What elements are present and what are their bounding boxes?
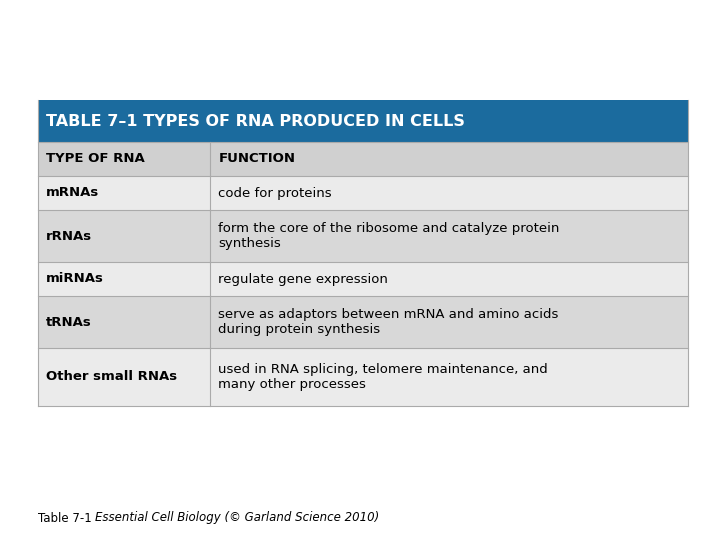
Bar bbox=[38, 348, 688, 406]
Bar bbox=[38, 262, 688, 296]
Text: mRNAs: mRNAs bbox=[46, 186, 99, 199]
Text: used in RNA splicing, telomere maintenance, and: used in RNA splicing, telomere maintenan… bbox=[218, 363, 548, 376]
Text: Essential Cell Biology (© Garland Science 2010): Essential Cell Biology (© Garland Scienc… bbox=[95, 511, 379, 524]
Bar bbox=[38, 142, 688, 176]
Bar bbox=[38, 296, 688, 348]
Text: TABLE 7–1 TYPES OF RNA PRODUCED IN CELLS: TABLE 7–1 TYPES OF RNA PRODUCED IN CELLS bbox=[46, 113, 465, 129]
Text: TYPE OF RNA: TYPE OF RNA bbox=[46, 152, 145, 165]
Text: regulate gene expression: regulate gene expression bbox=[218, 273, 388, 286]
Text: Table 7-1: Table 7-1 bbox=[38, 511, 99, 524]
Text: form the core of the ribosome and catalyze protein: form the core of the ribosome and cataly… bbox=[218, 222, 559, 235]
Text: during protein synthesis: during protein synthesis bbox=[218, 323, 380, 336]
Text: Other small RNAs: Other small RNAs bbox=[46, 370, 177, 383]
Bar bbox=[38, 210, 688, 262]
Text: tRNAs: tRNAs bbox=[46, 315, 91, 328]
Bar bbox=[38, 176, 688, 210]
Text: rRNAs: rRNAs bbox=[46, 230, 92, 242]
Text: miRNAs: miRNAs bbox=[46, 273, 104, 286]
Bar bbox=[38, 100, 688, 142]
Text: serve as adaptors between mRNA and amino acids: serve as adaptors between mRNA and amino… bbox=[218, 308, 559, 321]
Text: synthesis: synthesis bbox=[218, 237, 281, 250]
Text: code for proteins: code for proteins bbox=[218, 186, 332, 199]
Text: many other processes: many other processes bbox=[218, 378, 366, 391]
Text: FUNCTION: FUNCTION bbox=[218, 152, 295, 165]
